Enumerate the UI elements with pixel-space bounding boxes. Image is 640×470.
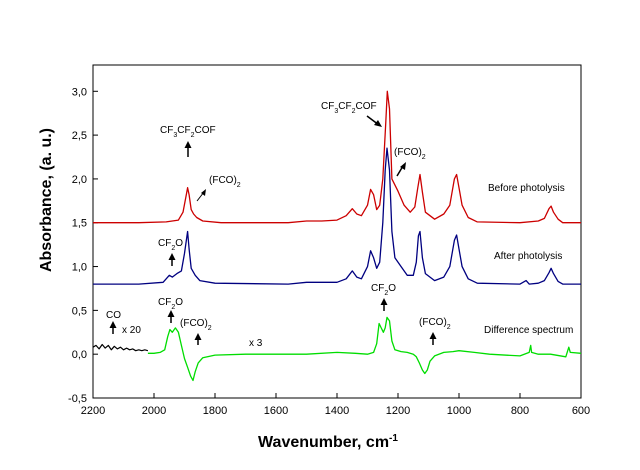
series-layer — [92, 90, 582, 382]
annotation-x20: x 20 — [122, 325, 141, 336]
x-tick-label: 1200 — [386, 405, 410, 417]
series-label-before: Before photolysis — [488, 183, 565, 194]
series-line-difference-spectrum — [147, 316, 582, 382]
arrow-up-icon — [167, 310, 175, 323]
x-tick-label: 1600 — [264, 405, 288, 417]
annotation-cf3cf2cof-right: CF3CF2COF — [321, 101, 377, 115]
arrow-up-icon — [429, 332, 437, 345]
x-tick-label: 2000 — [142, 405, 166, 417]
arrow-up-icon — [109, 321, 117, 334]
x-axis-ticks: 2200 2000 1800 1600 1400 1200 1000 800 600 — [81, 393, 590, 417]
x-tick-label: 600 — [572, 405, 590, 417]
annotation-fco2-top-right: (FCO)2 — [394, 147, 426, 161]
series-line-after-photolysis — [93, 147, 581, 285]
arrow-up-icon — [184, 141, 192, 157]
series-label-after: After photolysis — [494, 251, 562, 262]
arrow-up-icon — [380, 298, 388, 311]
y-tick-label: 3,0 — [72, 86, 87, 98]
x-axis-title-superscript: -1 — [389, 433, 398, 444]
y-axis-title: Absorbance, (a. u.) — [38, 128, 55, 272]
x-tick-label: 800 — [511, 405, 529, 417]
y-tick-label: -0,5 — [68, 393, 87, 405]
x-tick-label: 2200 — [81, 405, 105, 417]
y-axis-ticks: -0,5 0,0 0,5 1,0 1,5 2,0 2,5 3,0 — [68, 86, 98, 405]
x-tick-label: 1800 — [203, 405, 227, 417]
y-tick-label: 1,5 — [72, 218, 87, 230]
annotation-cf3cf2cof-left: CF3CF2COF — [160, 125, 216, 139]
x-tick-label: 1000 — [447, 405, 471, 417]
x-tick-label: 1400 — [325, 405, 349, 417]
arrow-diagonal-icon — [196, 189, 206, 202]
arrow-up-icon — [194, 333, 202, 345]
y-tick-label: 0,0 — [72, 349, 87, 361]
annotation-x3: x 3 — [249, 338, 263, 349]
x-axis-title: Wavenumber, cm-1 — [258, 433, 398, 451]
y-tick-label: 2,0 — [72, 174, 87, 186]
y-tick-label: 1,0 — [72, 262, 87, 274]
y-tick-label: 0,5 — [72, 305, 87, 317]
arrow-up-icon — [168, 253, 176, 266]
annotation-cf2o-difference-right: CF2O — [371, 283, 396, 297]
annotation-fco2-difference-right: (FCO)2 — [419, 317, 451, 331]
series-label-difference: Difference spectrum — [484, 325, 573, 336]
arrow-right-down-icon — [366, 115, 382, 127]
annotation-cf2o-difference-left: CF2O — [158, 297, 183, 311]
annotation-cf2o-after: CF2O — [158, 238, 183, 252]
annotation-fco2-difference-left: (FCO)2 — [180, 318, 212, 332]
y-tick-label: 2,5 — [72, 130, 87, 142]
series-line-co-x-20 — [92, 343, 149, 352]
annotation-fco2-top-left: (FCO)2 — [209, 175, 241, 189]
arrow-diagonal-icon — [396, 162, 406, 177]
series-line-before-photolysis — [93, 90, 581, 224]
annotation-co: CO — [106, 310, 121, 321]
